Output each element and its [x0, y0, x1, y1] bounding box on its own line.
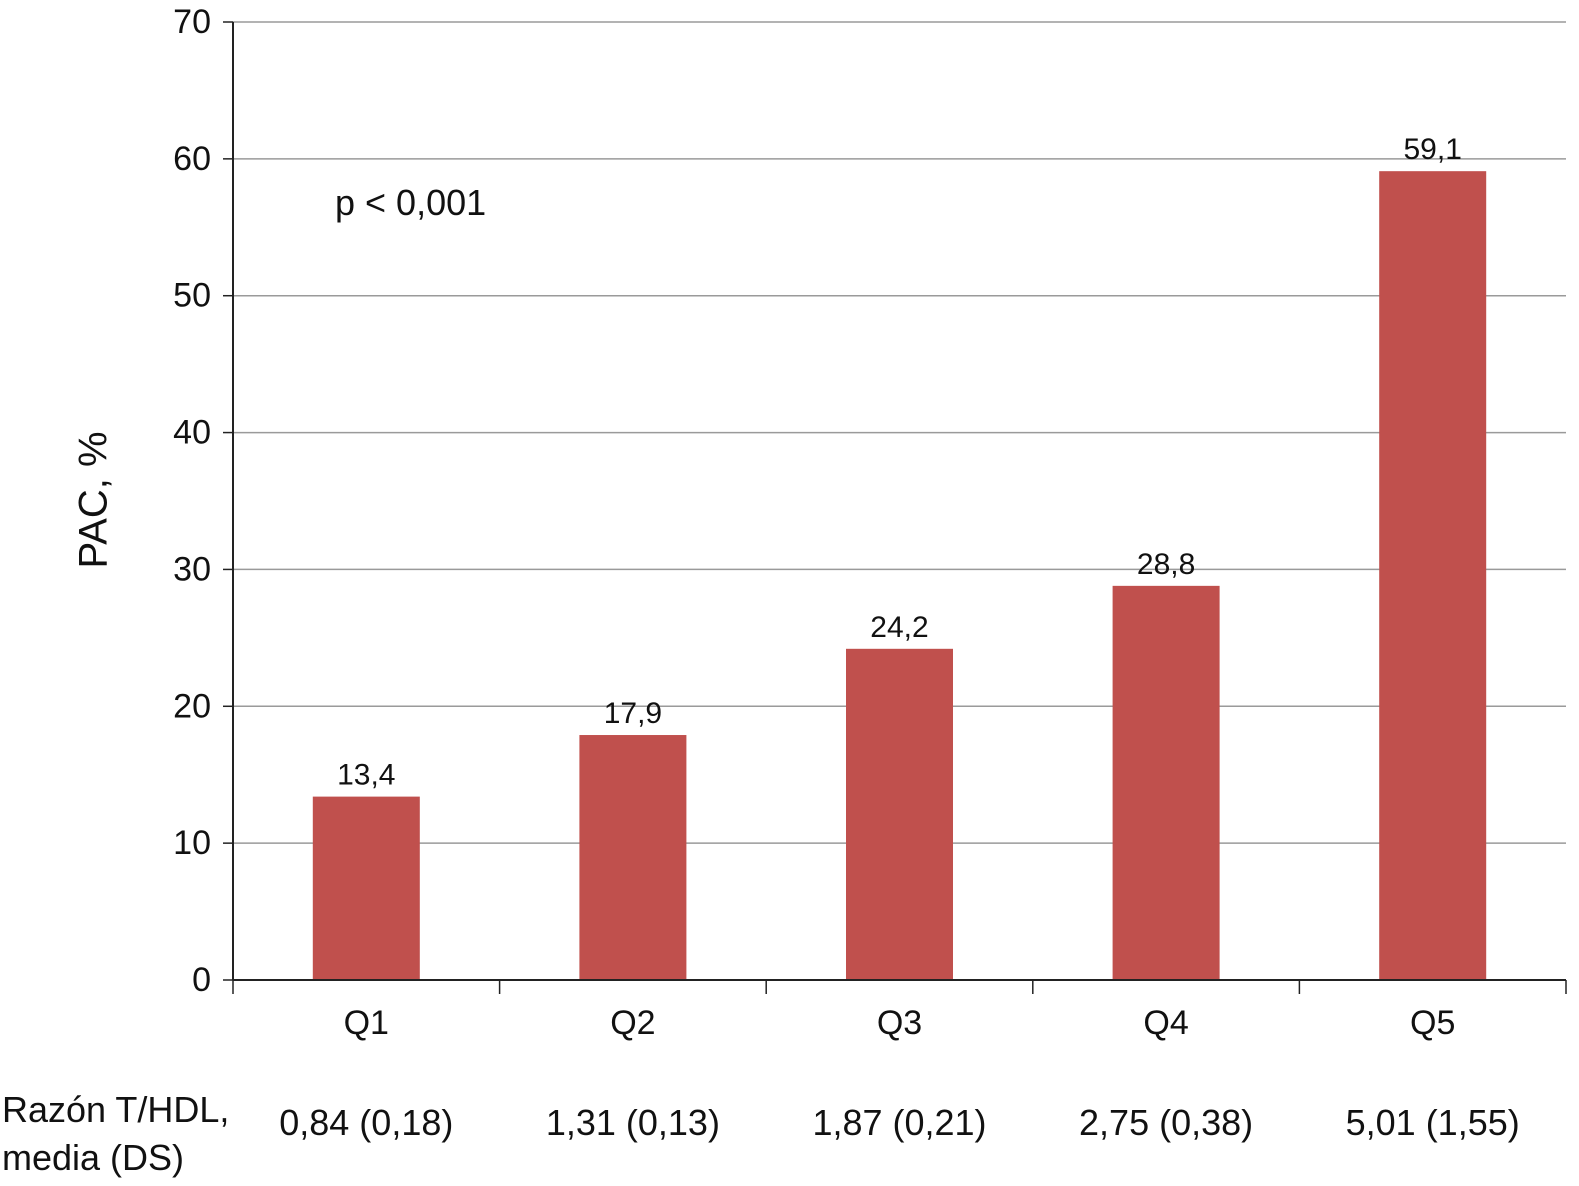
- x-category-label: Q3: [877, 1004, 922, 1042]
- y-tick-label: 30: [173, 550, 211, 588]
- bar-q1: [312, 796, 420, 980]
- axes: [223, 21, 1567, 994]
- y-tick-label: 60: [173, 140, 211, 178]
- data-label: 59,1: [1404, 133, 1462, 166]
- table-row-value: 1,31 (0,13): [546, 1102, 720, 1143]
- x-category-label: Q1: [344, 1004, 389, 1042]
- bars: [312, 171, 1487, 980]
- table-row-value: 0,84 (0,18): [279, 1102, 453, 1143]
- data-label: 13,4: [337, 759, 395, 792]
- grid-lines: [233, 21, 1566, 844]
- table-row-value: 5,01 (1,55): [1346, 1102, 1520, 1143]
- data-label: 28,8: [1137, 548, 1195, 581]
- y-tick-label: 10: [173, 824, 211, 862]
- y-tick-label: 70: [173, 3, 211, 41]
- table-row-value: 1,87 (0,21): [812, 1102, 986, 1143]
- table-row-label-line1: Razón T/HDL,: [2, 1089, 229, 1130]
- y-tick-label: 50: [173, 277, 211, 315]
- data-label: 17,9: [604, 697, 662, 730]
- y-tick-label: 20: [173, 687, 211, 725]
- table-row-label-line2: media (DS): [2, 1137, 184, 1178]
- y-axis-label: PAC, %: [72, 431, 116, 568]
- x-category-label: Q5: [1410, 1004, 1455, 1042]
- bar-q4: [1112, 585, 1220, 980]
- x-category-label: Q2: [610, 1004, 655, 1042]
- data-label: 24,2: [870, 611, 928, 644]
- y-tick-label: 0: [192, 961, 211, 999]
- labels: 0 10 20 30 40 50 60 70 13,4 Q1 0,84 (0,18) 17,9 Q2 1,…: [173, 3, 1520, 1143]
- bar-q2: [579, 735, 687, 980]
- y-tick-label: 40: [173, 414, 211, 452]
- table-row-value: 2,75 (0,38): [1079, 1102, 1253, 1143]
- bar-q5: [1379, 171, 1487, 980]
- p-value-annotation: p < 0,001: [335, 182, 486, 223]
- bar-q3: [846, 648, 953, 980]
- x-category-label: Q4: [1143, 1004, 1188, 1042]
